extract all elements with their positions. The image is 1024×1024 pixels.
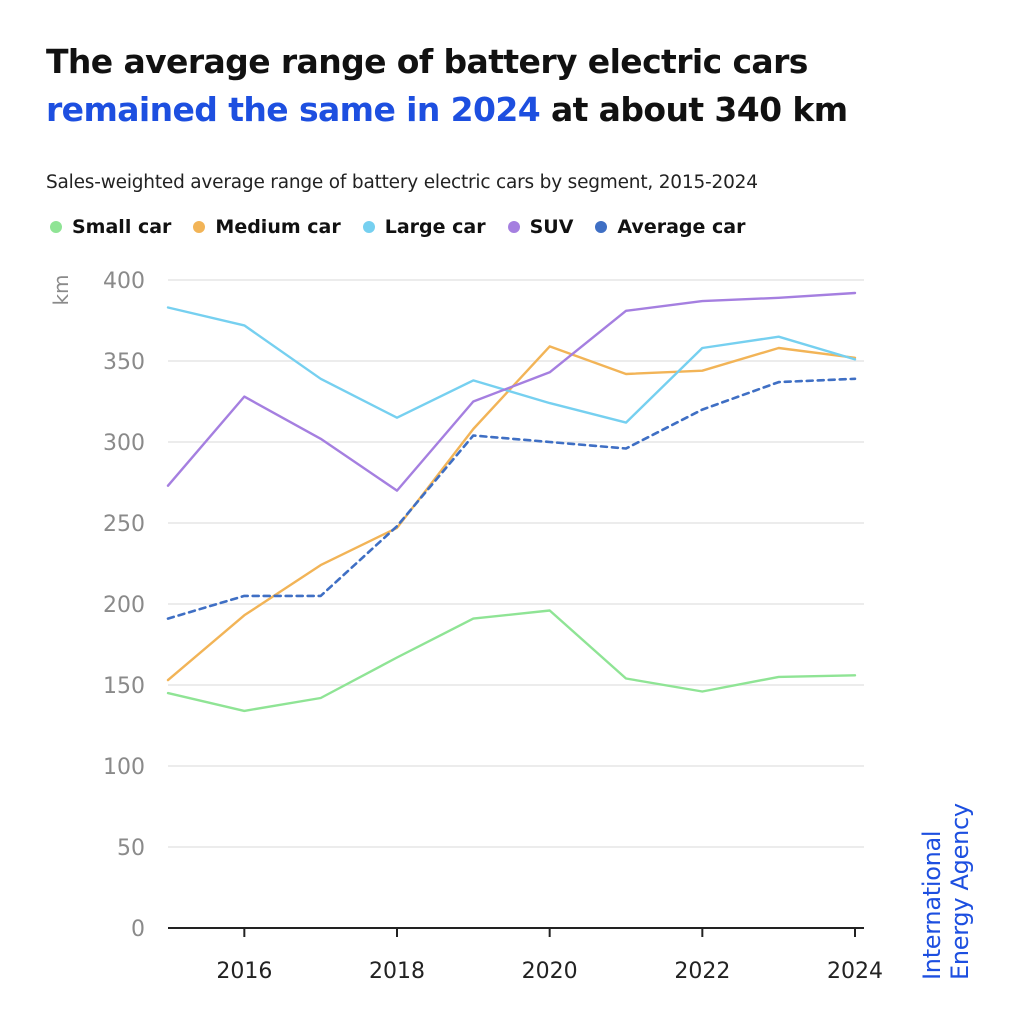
y-tick-label-400: 400 bbox=[103, 269, 145, 294]
legend-label-medium-car: Medium car bbox=[215, 216, 341, 238]
legend-swatch-suv bbox=[507, 221, 520, 233]
y-axis-label: km bbox=[49, 274, 73, 305]
legend-item-suv: SUV bbox=[507, 216, 574, 238]
series-line-small bbox=[166, 609, 857, 713]
legend: Small car Medium car Large car SUV Avera… bbox=[50, 216, 767, 238]
legend-swatch-medium-car bbox=[193, 221, 206, 233]
series-line-large bbox=[166, 306, 857, 424]
y-tick-label-300: 300 bbox=[103, 431, 145, 456]
axis-layer: 0 50 100 150 200 250 300 350 400 2016 2018 2020 2022… bbox=[103, 269, 883, 984]
legend-item-average-car: Average car bbox=[595, 216, 745, 238]
title-part-1: The average range of battery electric ca… bbox=[46, 42, 808, 81]
y-tick-label-100: 100 bbox=[103, 755, 145, 780]
title-accent: remained the same in 2024 bbox=[46, 90, 541, 129]
series-line-suv bbox=[166, 291, 857, 492]
y-tick-label-0: 0 bbox=[131, 917, 145, 942]
series-layer bbox=[166, 291, 857, 713]
x-tick-label-2022: 2022 bbox=[674, 959, 730, 984]
legend-item-small-car: Small car bbox=[50, 216, 171, 238]
title-part-2: at about 340 km bbox=[540, 90, 848, 129]
x-tick-label-2024: 2024 bbox=[827, 959, 883, 984]
y-tick-label-350: 350 bbox=[103, 350, 145, 375]
grid-layer bbox=[168, 279, 864, 848]
legend-item-large-car: Large car bbox=[362, 216, 486, 238]
legend-label-average-car: Average car bbox=[617, 216, 746, 238]
series-line-medium bbox=[166, 345, 857, 682]
logo-line-1: International bbox=[918, 830, 946, 980]
legend-label-small-car: Small car bbox=[72, 216, 172, 238]
legend-swatch-small-car bbox=[50, 221, 62, 233]
logo-line-2: Energy Agency bbox=[946, 803, 974, 980]
y-tick-label-200: 200 bbox=[103, 593, 145, 618]
legend-label-suv: SUV bbox=[529, 216, 574, 238]
y-tick-label-250: 250 bbox=[103, 512, 145, 537]
legend-swatch-large-car bbox=[362, 221, 375, 233]
y-tick-label-150: 150 bbox=[103, 674, 145, 699]
chart-subtitle: Sales-weighted average range of battery … bbox=[46, 172, 758, 193]
legend-swatch-average-car bbox=[595, 221, 608, 233]
iea-logo: International Energy Agency bbox=[918, 803, 974, 980]
series-line-average bbox=[166, 377, 857, 620]
legend-item-medium-car: Medium car bbox=[193, 216, 341, 238]
x-tick-label-2018: 2018 bbox=[369, 959, 425, 984]
x-tick-label-2020: 2020 bbox=[522, 959, 578, 984]
legend-label-large-car: Large car bbox=[384, 216, 486, 238]
chart-title: The average range of battery electric ca… bbox=[46, 38, 986, 134]
x-tick-label-2016: 2016 bbox=[216, 959, 272, 984]
y-tick-label-50: 50 bbox=[117, 836, 145, 861]
